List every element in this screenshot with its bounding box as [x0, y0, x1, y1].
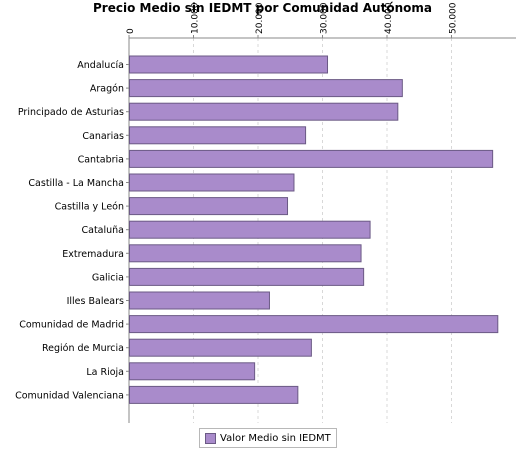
- bar: [129, 385, 299, 404]
- x-tick-label: 40.000: [384, 2, 394, 34]
- x-tick-label: 30.000: [320, 2, 330, 34]
- y-tick-label: Extremadura: [62, 249, 124, 260]
- bar: [129, 197, 289, 216]
- y-tick-label: Cantabria: [78, 154, 124, 165]
- y-tick-label: Principado de Asturias: [18, 107, 124, 118]
- y-tick-label: Cataluña: [81, 225, 124, 236]
- bar: [129, 244, 362, 263]
- bar: [129, 338, 312, 357]
- y-tick-label: Aragón: [90, 84, 124, 95]
- bar: [129, 267, 365, 286]
- y-tick-label: Castilla y León: [55, 202, 124, 213]
- x-tick-label: 10.000: [191, 2, 201, 34]
- legend: Valor Medio sin IEDMT: [199, 428, 337, 448]
- x-tick-label: 20.000: [255, 2, 265, 34]
- bar: [129, 126, 307, 145]
- y-tick-label: Canarias: [82, 131, 124, 142]
- bar: [129, 173, 295, 192]
- legend-label: Valor Medio sin IEDMT: [220, 432, 331, 444]
- bar: [129, 315, 499, 334]
- y-tick-label: La Rioja: [86, 367, 124, 378]
- bar: [129, 55, 329, 74]
- chart-title: Precio Medio sin IEDMT por Comunidad Aut…: [93, 1, 432, 15]
- y-tick-label: Castilla - La Mancha: [28, 178, 124, 189]
- y-tick-label: Comunidad de Madrid: [19, 320, 124, 331]
- y-tick-label: Región de Murcia: [42, 343, 124, 354]
- y-tick-label: Illes Balears: [67, 296, 124, 307]
- bar: [129, 291, 270, 310]
- x-tick-label: 0: [126, 28, 136, 34]
- bar: [129, 362, 256, 381]
- x-tick-label: 50.000: [449, 2, 459, 34]
- bar: [129, 220, 371, 239]
- y-tick-label: Andalucía: [77, 60, 124, 71]
- legend-swatch: [205, 432, 216, 444]
- bar: [129, 149, 494, 168]
- y-tick-label: Comunidad Valenciana: [15, 390, 124, 401]
- bar: [129, 102, 399, 121]
- bar: [129, 79, 403, 98]
- y-tick-label: Galicia: [92, 272, 124, 283]
